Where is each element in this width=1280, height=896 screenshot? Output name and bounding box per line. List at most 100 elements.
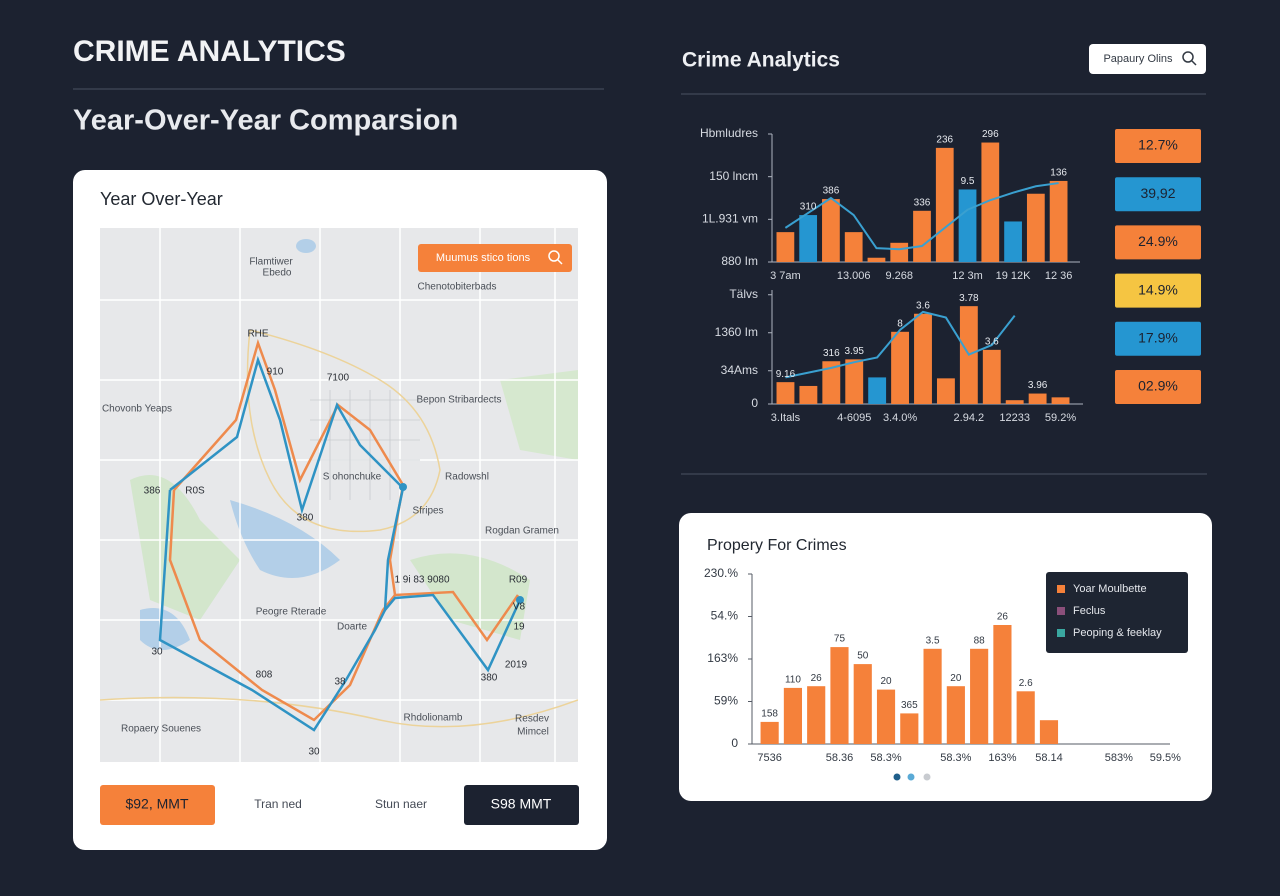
pager-dot[interactable] — [923, 773, 931, 781]
bar — [923, 648, 942, 744]
map-label: 19 — [513, 622, 525, 633]
x-tick-label: 583% — [1105, 752, 1133, 764]
x-tick-label: 4-6095 — [837, 412, 871, 424]
lake — [296, 239, 316, 253]
data-annotation: 336 — [914, 197, 931, 208]
data-annotation: 8 — [897, 318, 903, 329]
map-label: Chovonb Yeaps — [102, 404, 172, 415]
section-title: Crime Analytics — [682, 49, 840, 72]
x-tick-label: 3.Itals — [771, 412, 801, 424]
map-label: Ropaery Souenes — [121, 724, 201, 735]
y-tick-label: 0 — [751, 396, 758, 410]
map-label: RHE — [247, 329, 268, 340]
bar — [1005, 400, 1024, 404]
bar — [891, 331, 910, 404]
y-tick-label: 230.% — [704, 566, 738, 580]
map-search[interactable]: Muumus stico tions — [418, 244, 572, 272]
bar — [1026, 193, 1045, 262]
lake — [140, 608, 190, 650]
page-subtitle: Year-Over-Year Comparsion — [73, 105, 458, 137]
y-tick-label: 0 — [731, 736, 738, 750]
trend-line — [785, 310, 1016, 379]
bar — [890, 242, 909, 262]
button[interactable] — [100, 785, 215, 825]
map-label: 30 — [151, 647, 163, 658]
x-tick-label: 59.5% — [1150, 752, 1181, 764]
x-tick-label: 12 36 — [1045, 270, 1073, 282]
data-annotation: 3.96 — [1028, 380, 1048, 391]
bar — [946, 686, 965, 744]
stat-value: 14.9% — [1138, 281, 1178, 297]
search-box[interactable] — [1089, 44, 1206, 74]
bar — [776, 232, 795, 262]
streets — [310, 390, 420, 500]
stat-badge — [1115, 273, 1201, 308]
map-label: 30 — [308, 747, 320, 758]
map-label: Flamtiwer — [249, 257, 293, 268]
legend-box — [1046, 572, 1188, 653]
button-label[interactable]: S98 MMT — [491, 796, 552, 812]
stat-value: 12.7% — [1138, 137, 1178, 153]
search-text[interactable]: Papaury Olins — [1103, 53, 1173, 65]
map-label: 1 9i 83 9080 — [394, 575, 449, 586]
bar — [807, 686, 826, 744]
bar — [1004, 221, 1022, 262]
map-label: Ebedo — [263, 268, 292, 279]
bar — [982, 349, 1001, 404]
legend-label: Yoar Moulbette — [1073, 583, 1147, 595]
y-tick-label: 54.% — [711, 609, 739, 623]
data-annotation: 110 — [785, 675, 801, 686]
bar — [776, 382, 795, 404]
chart: 880 Im 1L.931 vm 150 lncm Hbmludres 3 7am 13.… — [700, 126, 1080, 282]
search-icon[interactable] — [557, 259, 563, 265]
x-tick-label: 58.14 — [1035, 752, 1063, 764]
map-label: Mimcel — [517, 727, 549, 738]
park — [410, 553, 530, 640]
stat-value: 39,92 — [1140, 185, 1175, 201]
map-label: 2019 — [505, 660, 528, 671]
tab-label[interactable]: Tran ned — [254, 797, 302, 811]
map-label: 7100 — [327, 373, 350, 384]
button-label[interactable]: $92, MMT — [125, 796, 188, 812]
chart-title: Propery For Crimes — [707, 537, 847, 554]
x-tick-label: 3 7am — [770, 270, 801, 282]
bar — [1016, 691, 1035, 744]
data-annotation: 365 — [901, 700, 918, 711]
bar — [867, 257, 886, 262]
map-label: 380 — [297, 513, 314, 524]
map-label: 910 — [267, 367, 284, 378]
map-label: R0S — [185, 486, 205, 497]
bar — [1051, 397, 1070, 404]
bar — [981, 142, 1000, 262]
search-icon[interactable] — [1191, 60, 1197, 66]
data-annotation: 20 — [950, 673, 962, 684]
bar — [1049, 180, 1068, 262]
x-tick-label: 2.94.2 — [954, 412, 985, 424]
pager-dot[interactable] — [907, 773, 915, 781]
chart: 0 59% 163% 54.% 230.% 7536 58.36 58.3% 58.3% 163%… — [704, 566, 1188, 764]
bar — [1028, 393, 1047, 404]
x-tick-label: 58.36 — [826, 752, 854, 764]
bar — [914, 313, 932, 404]
data-annotation: 386 — [823, 186, 840, 197]
pager-dot[interactable] — [893, 773, 901, 781]
search-icon[interactable] — [1182, 51, 1194, 63]
button[interactable] — [464, 785, 579, 825]
map-label: Peogre Rterade — [256, 607, 327, 618]
y-tick-label: Tälvs — [729, 287, 758, 301]
search-icon[interactable] — [548, 250, 560, 262]
map-label: R09 — [509, 575, 528, 586]
bar — [876, 689, 896, 744]
map-label: 808 — [256, 670, 273, 681]
stat-value: 17.9% — [1138, 330, 1178, 346]
map-search-text[interactable]: Muumus stico tions — [436, 252, 531, 264]
map-label: Chenotobiterbads — [418, 282, 497, 293]
map-search-box[interactable] — [418, 244, 572, 272]
bar — [844, 232, 863, 262]
x-tick-label: 13.006 — [837, 270, 871, 282]
park — [130, 475, 240, 620]
bar — [935, 147, 954, 262]
bar — [783, 687, 802, 744]
y-tick-label: 150 lncm — [709, 169, 758, 183]
tab-label[interactable]: Stun naer — [375, 797, 427, 811]
